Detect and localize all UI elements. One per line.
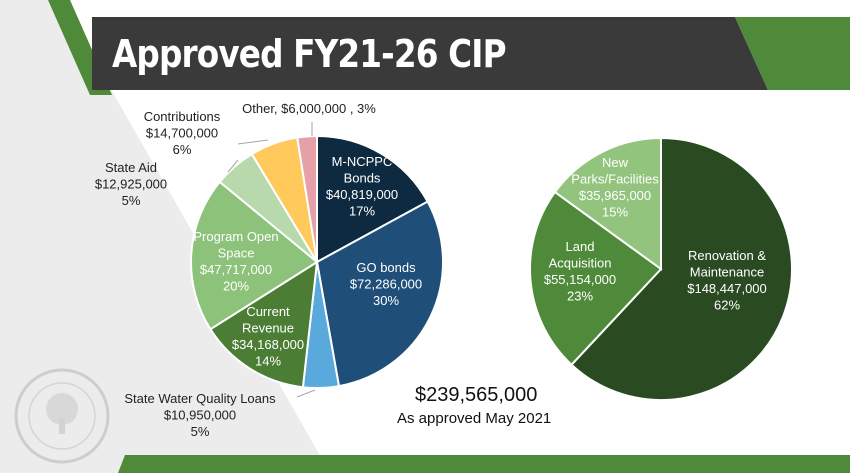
leader-line: [227, 159, 239, 173]
montgomery-parks-logo: [14, 368, 110, 464]
slice-label-line: $12,925,000: [95, 177, 167, 192]
slice-label: Land Acquisition $55,154,000 23%: [544, 239, 616, 304]
slice-label-line: Program Open: [193, 229, 278, 244]
banner-green-accent: [735, 17, 850, 90]
slice-label-line: 23%: [567, 289, 593, 304]
title-banner: [92, 17, 768, 90]
slice-label-line: 15%: [602, 205, 628, 220]
approved-note: As approved May 2021: [397, 410, 552, 427]
pie-slice: [570, 136, 793, 401]
slice-label-line: GO bonds: [356, 260, 416, 275]
slice-label-line: Maintenance: [690, 265, 764, 280]
slice-label-line: Other, $6,000,000 , 3%: [242, 101, 376, 116]
slice-label-line: Renovation &: [688, 248, 766, 263]
slice-label-line: M-NCPPC: [332, 154, 393, 169]
slice-label-line: Parks/Facilities: [571, 172, 659, 187]
slice-label-line: 5%: [191, 424, 210, 439]
bottom-green-bar: [118, 455, 850, 473]
slice-label-line: Contributions: [144, 109, 221, 124]
slice-label-line: Acquisition: [549, 256, 612, 271]
leader-line: [237, 139, 269, 145]
pie-slice: [553, 136, 662, 271]
slice-label: Current Revenue $34,168,000 14%: [232, 304, 304, 369]
slice-label-line: Land: [566, 239, 595, 254]
page-title: Approved FY21-26 CIP: [112, 32, 507, 76]
slice-label-line: $47,717,000: [200, 262, 272, 277]
slice-label-line: Revenue: [242, 321, 294, 336]
total-amount: $239,565,000: [415, 384, 538, 406]
slice-label-line: New: [602, 155, 629, 170]
slice-label: State Water Quality Loans $10,950,000 5%: [124, 391, 276, 439]
slice-label-line: 30%: [373, 293, 399, 308]
slice-label-line: $34,168,000: [232, 337, 304, 352]
slice-label: Renovation & Maintenance $148,447,000 62%: [687, 248, 767, 313]
slice-label-line: $148,447,000: [687, 281, 767, 296]
slice-label-line: $55,154,000: [544, 272, 616, 287]
slice-label: New Parks/Facilities $35,965,000 15%: [571, 155, 659, 220]
slice-label-line: 20%: [223, 279, 249, 294]
pie-slice: [190, 180, 319, 331]
slice-label: Contributions $14,700,000 6%: [144, 109, 221, 157]
slice-label-line: 17%: [349, 204, 375, 219]
pie-slice: [529, 190, 663, 367]
leader-line: [296, 389, 316, 398]
slice-label: GO bonds $72,286,000 30%: [350, 260, 422, 308]
slice-label: M-NCPPC Bonds $40,819,000 17%: [326, 154, 398, 219]
slice-label-line: $40,819,000: [326, 187, 398, 202]
pie-slice: [315, 200, 444, 388]
slice-label-line: 14%: [255, 354, 281, 369]
pie-slice: [296, 134, 318, 263]
slice-label-line: 62%: [714, 298, 740, 313]
slice-label: Other, $6,000,000 , 3%: [242, 101, 376, 116]
slice-label-line: $35,965,000: [579, 188, 651, 203]
slice-label-line: State Aid: [105, 160, 157, 175]
slice-label-line: $10,950,000: [164, 408, 236, 423]
slice-label-line: Space: [218, 246, 255, 261]
slice-label-line: 6%: [173, 142, 192, 157]
slice-label: State Aid $12,925,000 5%: [95, 160, 167, 208]
pie-slice: [316, 134, 429, 264]
slice-label-line: State Water Quality Loans: [124, 391, 276, 406]
slice-label-line: 5%: [122, 193, 141, 208]
slice-label-line: Current: [246, 304, 290, 319]
pie-slice: [209, 260, 319, 389]
slice-label-line: $72,286,000: [350, 277, 422, 292]
slice-label-line: Bonds: [344, 171, 381, 186]
slice-label-line: $14,700,000: [146, 126, 218, 141]
slice-label: Program Open Space $47,717,000 20%: [193, 229, 278, 294]
